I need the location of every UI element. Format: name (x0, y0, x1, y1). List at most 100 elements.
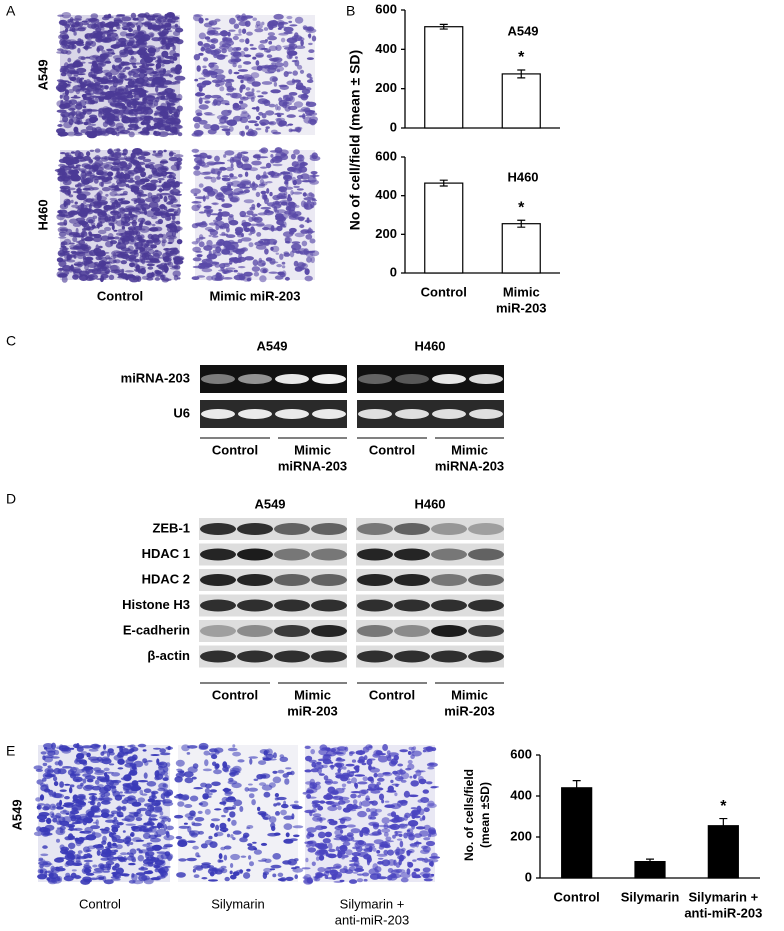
band (431, 523, 467, 535)
cell (57, 176, 65, 179)
cell (143, 772, 148, 779)
band (358, 409, 392, 419)
cell (88, 756, 99, 761)
cell (354, 782, 359, 789)
cell (377, 824, 389, 828)
cell (157, 761, 168, 768)
panel-label: B (346, 3, 355, 19)
band (469, 374, 503, 384)
cell (56, 838, 60, 843)
cell (229, 176, 238, 180)
cell (232, 35, 239, 41)
y-tick-label: 600 (375, 148, 397, 163)
cell (171, 230, 176, 238)
cell (53, 749, 60, 756)
cell (68, 166, 79, 169)
cell (94, 34, 103, 39)
cell (125, 33, 135, 37)
cell (59, 67, 67, 73)
cell (294, 874, 299, 879)
cell (154, 270, 164, 277)
cell (362, 776, 369, 782)
cell (103, 879, 114, 885)
cell (112, 152, 122, 159)
cell (70, 175, 82, 182)
cell (109, 197, 118, 201)
significance: * (518, 199, 525, 216)
cell (82, 228, 86, 236)
cell (221, 814, 226, 818)
band (468, 599, 504, 612)
cell (155, 220, 162, 225)
cell (64, 152, 70, 157)
cell (100, 809, 109, 814)
cell (285, 767, 292, 770)
cell (381, 841, 388, 847)
cell (422, 789, 429, 794)
cell-line-label: A549 (254, 496, 285, 511)
cell (214, 750, 220, 755)
cell (362, 872, 370, 877)
cell (215, 824, 220, 831)
cell (411, 809, 421, 815)
cell (175, 27, 184, 33)
cell (110, 103, 119, 106)
band (200, 574, 236, 586)
cell (131, 81, 139, 86)
cell (141, 275, 150, 280)
cell (363, 854, 372, 860)
cell (165, 224, 172, 228)
cell (133, 813, 143, 818)
cell (58, 80, 67, 84)
band (200, 599, 236, 612)
cell (289, 24, 298, 27)
cell (297, 261, 305, 269)
cell (82, 817, 94, 823)
cell (70, 151, 75, 154)
cell (108, 844, 118, 849)
cell (159, 860, 166, 867)
cell (124, 66, 131, 70)
y-tick-label: 0 (390, 264, 397, 279)
cell (209, 64, 219, 71)
cell (423, 807, 430, 813)
cell (76, 784, 83, 790)
cell (96, 170, 104, 175)
cell (252, 17, 257, 21)
cell (292, 825, 304, 829)
cell (154, 277, 160, 281)
cell (274, 209, 279, 214)
cell (127, 273, 134, 276)
cell (104, 268, 111, 274)
cell (79, 39, 84, 44)
cell (107, 748, 114, 754)
cell (286, 53, 293, 60)
cell (230, 51, 241, 57)
cell (382, 771, 393, 777)
cell (282, 101, 292, 106)
cell (312, 173, 316, 179)
blot (356, 620, 504, 642)
cell (408, 746, 414, 751)
cell (187, 825, 192, 833)
cell (415, 840, 420, 848)
x-tick-label: Mimic (503, 284, 540, 299)
x-tick-label: miR-203 (496, 300, 547, 315)
error-bar (572, 780, 581, 796)
cell (249, 226, 255, 233)
cell (157, 193, 162, 197)
cell (176, 239, 183, 245)
cell (407, 763, 415, 770)
y-tick-label: 200 (375, 226, 397, 241)
cell (366, 847, 373, 851)
cell (176, 157, 183, 163)
cell (302, 192, 307, 197)
cell (284, 105, 291, 112)
band (311, 599, 347, 612)
cell (103, 261, 113, 265)
cell (128, 22, 139, 26)
cell (63, 271, 69, 275)
cell (253, 217, 260, 221)
cell (50, 756, 60, 759)
band (274, 625, 310, 637)
